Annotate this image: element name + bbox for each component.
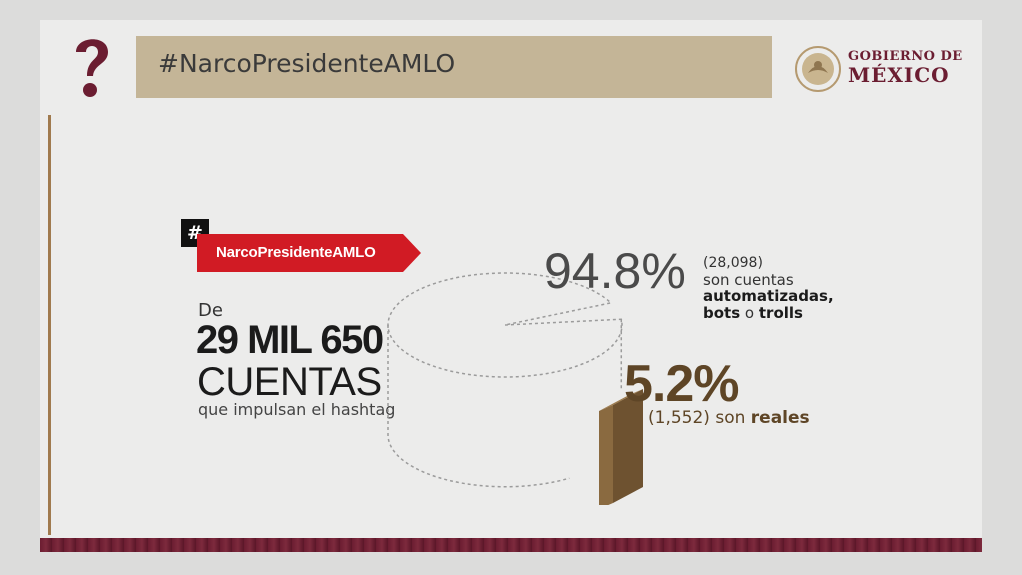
header-bar: #NarcoPresidenteAMLO (136, 36, 772, 98)
question-mark-icon (76, 39, 108, 97)
footer-band (40, 538, 982, 552)
bots-conj: o (740, 304, 759, 322)
trolls-word: trolls (758, 304, 803, 322)
pie-chart (387, 272, 643, 505)
real-count: (1,552) son (648, 408, 751, 428)
bots-percent-label: 94.8% (544, 243, 686, 299)
hashtag-ribbon (197, 234, 421, 272)
summary-total: 29 MIL 650 (196, 318, 384, 362)
page-title: #NarcoPresidenteAMLO (158, 49, 456, 78)
gov-logo-text: GOBIERNO DE MÉXICO (848, 50, 963, 85)
bots-desc-line2: automatizadas, (703, 287, 834, 305)
real-percent-label: 5.2% (624, 355, 740, 413)
summary-unit: CUENTAS (197, 360, 382, 404)
gov-logo-line1: GOBIERNO DE (848, 49, 963, 64)
bots-count-label: (28,098) (703, 255, 763, 271)
real-desc-label: (1,552) son reales (648, 408, 810, 428)
pie-slice-bots (387, 272, 623, 378)
hashtag-label: NarcoPresidenteAMLO (216, 244, 376, 261)
pie-slice-bots-side (387, 325, 570, 488)
bots-desc-line1: son cuentas (703, 271, 794, 289)
national-seal-icon (795, 46, 841, 92)
pie-slice-real-front (599, 405, 613, 505)
pie-slice-real (599, 389, 643, 411)
summary-prefix: De (198, 300, 223, 321)
bots-desc-line3: bots o trolls (703, 304, 803, 322)
pie-slice-real-side (613, 389, 643, 503)
real-word: reales (750, 408, 810, 428)
bots-word: bots (703, 304, 741, 322)
gov-logo-line2: MÉXICO (848, 63, 950, 87)
side-rule (48, 115, 51, 535)
slide: #NarcoPresidenteAMLO GOBIERNO DE MÉXICO … (40, 20, 982, 552)
summary-description: que impulsan el hashtag (198, 400, 396, 419)
